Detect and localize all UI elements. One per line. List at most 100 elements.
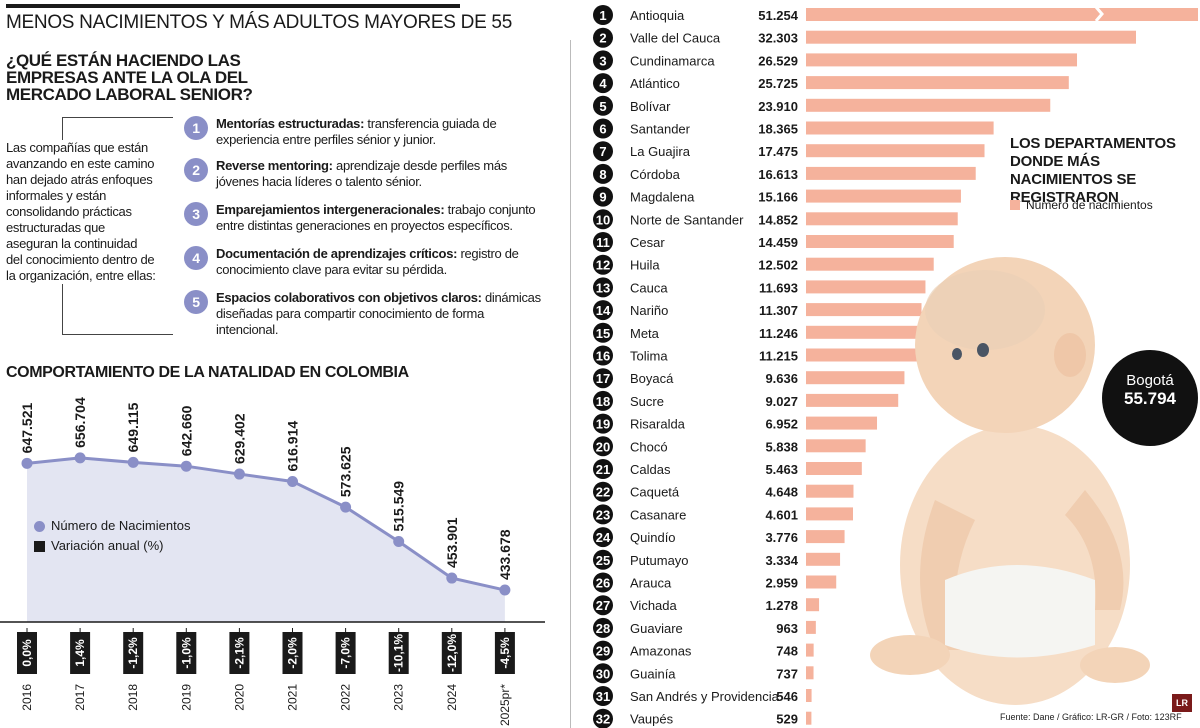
- department-bar: [806, 416, 878, 430]
- rank-badge: [593, 595, 613, 616]
- department-name: Meta: [630, 326, 660, 341]
- department-bar: [806, 235, 954, 248]
- department-value: 32.303: [758, 31, 798, 46]
- department-bar: [806, 575, 837, 589]
- department-name: La Guajira: [630, 144, 691, 159]
- variation-label: -1,2%: [126, 637, 140, 669]
- strategy-text: Espacios colaborativos con objetivos cla…: [216, 290, 546, 338]
- rank-number: 19: [596, 417, 610, 432]
- department-value: 3.776: [765, 530, 798, 545]
- births-point: [74, 452, 86, 464]
- year-label: 2018: [126, 684, 140, 711]
- department-bar: [806, 393, 899, 407]
- births-point: [180, 460, 192, 472]
- rank-badge: [593, 232, 613, 252]
- department-bar: [806, 711, 812, 725]
- department-bar: [806, 643, 814, 657]
- department-bar: [806, 462, 862, 475]
- rank-badge: [593, 390, 613, 411]
- bogota-label: Bogotá: [1126, 372, 1174, 389]
- department-value: 9.636: [765, 371, 798, 386]
- page-title: MENOS NACIMIENTOS Y MÁS ADULTOS MAYORES …: [6, 12, 512, 33]
- column-divider: [570, 40, 571, 728]
- rank-badge: [593, 141, 613, 162]
- births-point: [393, 536, 405, 548]
- department-value: 5.838: [765, 439, 798, 454]
- rank-badge: [593, 640, 613, 661]
- variation-box: [17, 632, 37, 674]
- department-name: San Andrés y Providencia: [630, 689, 780, 704]
- legend-swatch-icon: [1010, 200, 1020, 210]
- department-bar: [806, 371, 905, 385]
- births-point: [21, 457, 33, 469]
- department-name: Cundinamarca: [630, 53, 715, 68]
- births-value-label: 649.115: [125, 402, 141, 452]
- department-bar: [806, 598, 820, 612]
- rank-badge: [593, 186, 613, 207]
- department-value: 963: [776, 621, 798, 636]
- rank-number: 23: [596, 507, 610, 522]
- department-bar: [806, 166, 976, 180]
- rank-number: 8: [599, 167, 606, 182]
- year-label: 2020: [232, 684, 246, 711]
- department-value: 11.215: [759, 349, 798, 364]
- bogota-value: 55.794: [1124, 389, 1176, 408]
- department-bar: [806, 8, 1198, 21]
- strategy-number: 4: [184, 246, 208, 270]
- strategy-description: dinámicas diseñadas para compartir conoc…: [216, 290, 541, 337]
- department-name: Boyacá: [630, 371, 674, 386]
- department-bar: [806, 552, 841, 566]
- department-bar: [806, 121, 994, 135]
- variation-label: -7,0%: [339, 637, 353, 669]
- birth-chart-title: COMPORTAMIENTO DE LA NATALIDAD EN COLOMB…: [6, 364, 409, 381]
- rank-number: 27: [596, 598, 610, 613]
- source-note: Fuente: Dane / Gráfico: LR-GR / Foto: 12…: [1000, 712, 1182, 722]
- department-value: 9.027: [765, 394, 798, 409]
- department-name: Quindío: [630, 530, 676, 545]
- department-bar: [806, 189, 961, 203]
- department-value: 23.910: [758, 99, 798, 114]
- department-name: Magdalena: [630, 190, 695, 205]
- department-bar: [806, 530, 845, 544]
- department-value: 26.529: [758, 53, 798, 68]
- rank-number: 32: [596, 712, 610, 727]
- legend-dot-icon: [34, 520, 45, 532]
- strategy-text: Emparejamientos intergeneracionales: tra…: [216, 202, 546, 234]
- intro-text: Las compañías que están avanzando en est…: [6, 140, 160, 284]
- department-bar: [806, 348, 921, 362]
- department-name: Valle del Cauca: [630, 31, 721, 46]
- variation-box: [282, 632, 303, 674]
- department-name: Chocó: [630, 439, 668, 454]
- rank-number: 28: [596, 621, 610, 636]
- axis-break-icon: [1094, 6, 1104, 22]
- rank-badge: [593, 527, 613, 548]
- strategy-description: trabajo conjunto entre distintas generac…: [216, 202, 536, 233]
- rank-badge: [593, 708, 613, 728]
- department-value: 11.693: [759, 280, 798, 295]
- rank-number: 20: [596, 439, 610, 454]
- rank-number: 17: [596, 371, 610, 386]
- variation-label: -2,1%: [232, 637, 246, 669]
- births-point: [287, 475, 298, 487]
- births-value-label: 515.549: [391, 481, 407, 532]
- department-bar: [806, 303, 922, 317]
- department-name: Antioquia: [630, 8, 685, 23]
- department-value: 2.959: [765, 576, 798, 591]
- strategy-number: 3: [184, 202, 208, 226]
- department-chart-legend: Número de nacimientos: [1010, 198, 1153, 212]
- births-line: [26, 456, 506, 592]
- department-name: Guaviare: [630, 621, 683, 636]
- year-label: 2017: [73, 684, 87, 711]
- rank-number: 1: [599, 8, 606, 23]
- strategy-text: Reverse mentoring: aprendizaje desde per…: [216, 158, 546, 190]
- strategy-text: Mentorías estructuradas: transferencia g…: [216, 116, 546, 148]
- department-bar: [806, 280, 926, 294]
- year-label: 2016: [20, 684, 34, 711]
- department-chart-title: LOS DEPARTAMENTOS DONDE MÁS NACIMIENTOS …: [1010, 135, 1176, 206]
- rank-badge: [593, 504, 613, 525]
- rank-badge: [593, 413, 613, 434]
- births-value-label: 573.625: [338, 446, 354, 497]
- legend-label-variation: Variación anual (%): [51, 538, 164, 553]
- rank-number: 10: [596, 212, 610, 227]
- department-bar: [806, 30, 1136, 44]
